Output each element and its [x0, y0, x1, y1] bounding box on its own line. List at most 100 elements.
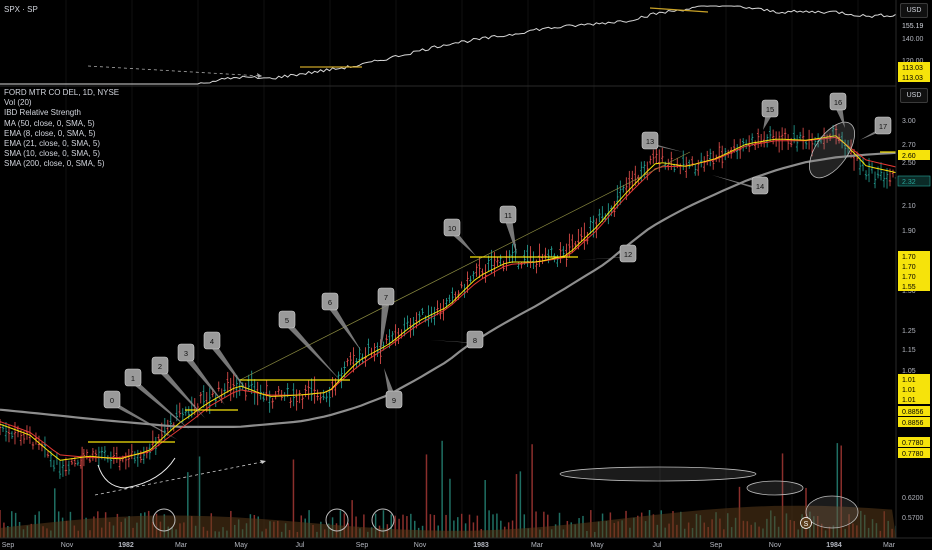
callout-pointer: [448, 231, 476, 256]
volume-ellipse-1: [559, 466, 757, 482]
top-price-tag-label: 113.03: [902, 65, 923, 72]
callout-9[interactable]: 9: [384, 368, 403, 409]
callout-15[interactable]: 15: [761, 99, 779, 130]
base-lines: [88, 151, 896, 443]
price-tag: [898, 251, 930, 261]
callout-8[interactable]: 8: [430, 330, 484, 349]
time-tick-label: Jul: [653, 542, 662, 549]
time-tick-label: 1984: [826, 542, 842, 549]
legend-sma10[interactable]: SMA (10, close, 0, SMA, 5): [4, 149, 101, 159]
time-tick-label: May: [234, 542, 248, 549]
price-tag-label: 1.70: [902, 254, 916, 261]
callout-box: [385, 390, 403, 409]
callout-label: 4: [210, 337, 214, 346]
price-tag: [898, 394, 930, 404]
callout-box: [761, 99, 779, 118]
callout-label: 5: [285, 316, 289, 325]
callout-label: 16: [834, 98, 842, 107]
time-tick-label: Mar: [883, 542, 896, 549]
callout-box: [124, 368, 142, 387]
price-tick-label: 2.10: [902, 203, 916, 210]
price-tag-label: 2.32: [902, 179, 916, 186]
price-tag: [898, 417, 930, 427]
price-tag-label: 1.01: [902, 397, 916, 404]
volume-ellipse-3: [805, 495, 859, 529]
callout-label: 9: [392, 396, 396, 405]
callout-3[interactable]: 3: [177, 343, 225, 405]
price-tag: [898, 150, 930, 160]
top-price-tag: [898, 20, 930, 30]
time-tick-label: Sep: [710, 542, 723, 549]
split-marker-label: S: [804, 521, 809, 528]
callout-box: [278, 310, 296, 329]
price-tick-label: 1.05: [902, 368, 916, 375]
price-tick-label: 0.6200: [902, 495, 924, 502]
callout-14[interactable]: 14: [712, 175, 769, 195]
time-tick-label: Mar: [531, 542, 544, 549]
time-tick-label: Nov: [769, 542, 782, 549]
callout-pointer: [504, 218, 517, 255]
callout-6[interactable]: 6: [321, 292, 362, 352]
price-tag: [898, 448, 930, 458]
callout-pointer: [156, 369, 205, 418]
price-tag-label: 0.8856: [902, 420, 924, 427]
callout-box: [751, 176, 769, 195]
time-tick-label: Sep: [2, 542, 15, 549]
callout-4[interactable]: 4: [203, 331, 248, 392]
time-axis: Sep Nov 1982 Mar May Jul Sep Nov 1983 Mar May Jul Se…: [0, 537, 932, 550]
indicator-legend: FORD MTR CO DEL, 1D, NYSE Vol (20) IBD R…: [4, 88, 119, 170]
price-tag-label: 1.70: [902, 264, 916, 271]
top-currency-button[interactable]: USD: [900, 3, 928, 18]
price-tag-label: 1.01: [902, 377, 916, 384]
time-tick-label: Jul: [296, 542, 305, 549]
price-tag-label: 0.7780: [902, 440, 924, 447]
callout-label: 12: [624, 250, 632, 259]
callout-13[interactable]: 13: [641, 131, 683, 152]
legend-sma200[interactable]: SMA (200, close, 0, SMA, 5): [4, 159, 105, 169]
callout-pointer: [834, 105, 845, 128]
callout-0[interactable]: 0: [103, 390, 178, 440]
price-tag: [898, 437, 930, 447]
price-tick-label: 2.70: [902, 142, 916, 149]
callout-pointer: [326, 305, 362, 352]
cup-curve: [97, 457, 176, 489]
time-tick-label: Nov: [414, 542, 427, 549]
legend-volume[interactable]: Vol (20): [4, 98, 32, 108]
callout-box: [443, 218, 461, 237]
legend-symbol[interactable]: FORD MTR CO DEL, 1D, NYSE: [4, 88, 120, 97]
legend-ema8[interactable]: EMA (8, close, 0, SMA, 5): [4, 128, 96, 138]
price-tag-label: 2.60: [902, 153, 916, 160]
spx-pane: [0, 5, 897, 85]
price-axis: 140.00 120.00 155.19 113.03 113.03 3.00 2.70 2.…: [895, 0, 932, 538]
spx-trend-high: [649, 7, 709, 13]
price-tick-label: 3.00: [902, 118, 916, 125]
volume-circle-1: [152, 508, 176, 532]
callout-16[interactable]: 16: [829, 92, 847, 128]
callout-box: [151, 356, 169, 375]
main-currency-button[interactable]: USD: [900, 88, 928, 103]
callout-11[interactable]: 11: [499, 205, 517, 255]
price-tag-label: 0.8856: [902, 409, 924, 416]
callout-17[interactable]: 17: [860, 116, 892, 140]
price-tick-label: 2.50: [902, 160, 916, 167]
callout-box: [874, 116, 892, 135]
spx-symbol-label[interactable]: SPX · SP: [4, 5, 38, 14]
callout-2[interactable]: 2: [151, 356, 205, 418]
callout-box: [499, 205, 517, 224]
callout-12[interactable]: 12: [580, 244, 637, 263]
price-tag-label: 0.7780: [902, 451, 924, 458]
time-tick-label: Sep: [356, 542, 369, 549]
callout-pointer: [108, 403, 178, 440]
callout-pointer: [182, 356, 225, 405]
legend-ema21[interactable]: EMA (21, close, 0, SMA, 5): [4, 139, 101, 149]
main-arrow-head: [260, 460, 266, 464]
split-marker: S: [800, 517, 812, 529]
callout-5[interactable]: 5: [278, 310, 340, 380]
callout-10[interactable]: 10: [443, 218, 476, 256]
callout-7[interactable]: 7: [377, 287, 395, 355]
time-tick-label: Nov: [61, 542, 74, 549]
legend-rs[interactable]: IBD Relative Strength: [4, 108, 81, 118]
callout-1[interactable]: 1: [124, 368, 190, 430]
legend-ma50[interactable]: MA (50, close, 0, SMA, 5): [4, 118, 95, 128]
